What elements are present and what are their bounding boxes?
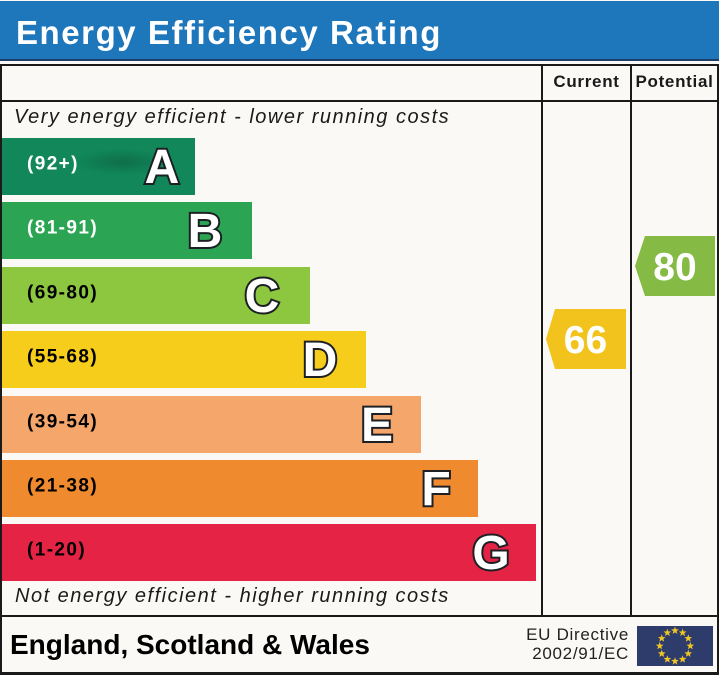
svg-text:F: F <box>421 465 450 511</box>
svg-text:B: B <box>188 207 223 253</box>
svg-text:80: 80 <box>653 246 696 289</box>
svg-text:D: D <box>303 336 338 382</box>
svg-text:A: A <box>145 143 180 189</box>
svg-text:G: G <box>472 529 509 575</box>
svg-text:E: E <box>361 401 393 447</box>
svg-text:C: C <box>245 272 280 318</box>
svg-text:66: 66 <box>564 319 607 362</box>
